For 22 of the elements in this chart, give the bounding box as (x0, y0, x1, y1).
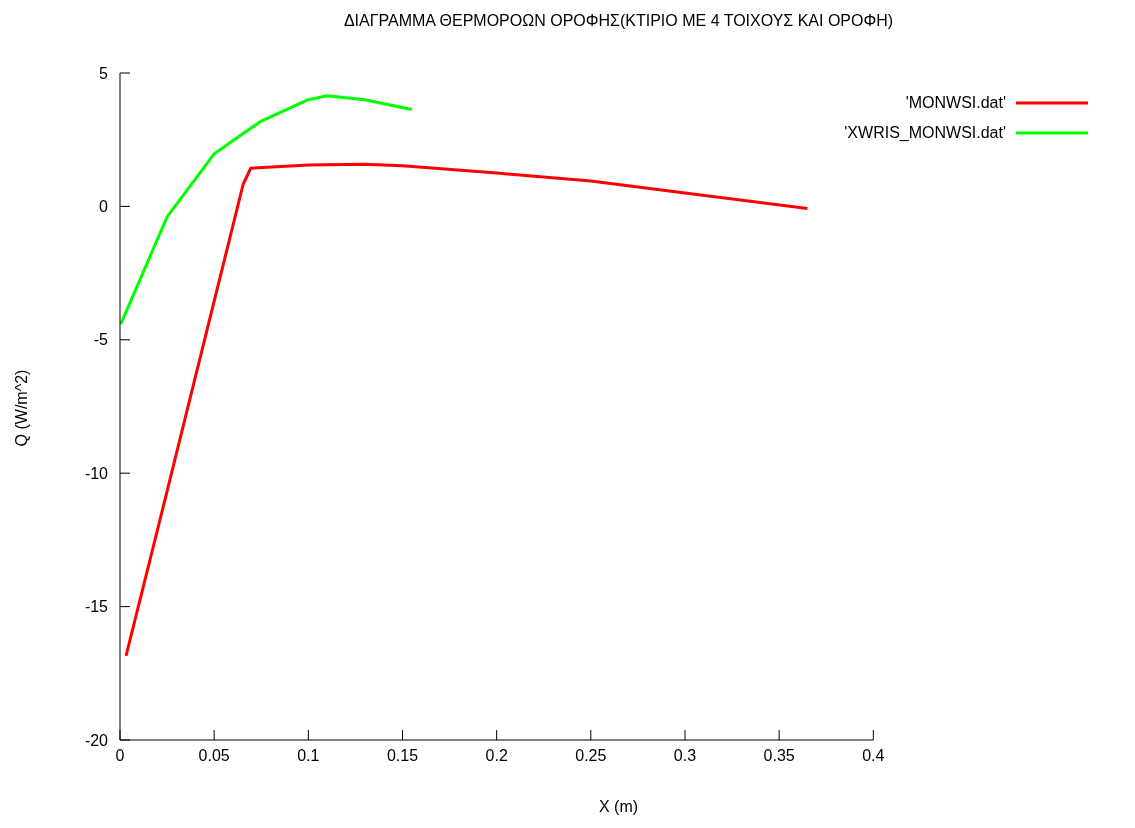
x-tick-label: 0.35 (763, 747, 795, 765)
y-tick-label: -15 (84, 598, 109, 616)
y-axis-title: Q (W/m^2) (13, 369, 31, 447)
line-series (120, 94, 414, 326)
x-tick-label: 0.05 (198, 747, 230, 765)
x-tick-label: 0 (115, 747, 125, 765)
x-axis-title: X (m) (597, 798, 640, 816)
legend-label: 'XWRIS_MONWSI.dat' (844, 124, 1006, 142)
x-tick-label: 0.25 (575, 747, 607, 765)
legend-label: 'MONWSI.dat' (905, 94, 1006, 112)
x-tick-label: 0.2 (485, 747, 508, 765)
x-tick-label: 0.1 (297, 747, 320, 765)
line-series (124, 162, 809, 658)
y-tick-label: -10 (84, 464, 109, 482)
y-tick-label: -20 (84, 731, 109, 749)
chart-title: ΔΙΑΓΡΑΜΜΑ ΘΕΡΜΟΡΟΩΝ ΟΡΟΦΗΣ(ΚΤΙΡΙΟ ΜΕ 4 ΤΟΙΧΟΥΣ ΚΑΙ ΟΡΟΦΗ) (342, 12, 895, 30)
y-tick-label: -5 (93, 331, 109, 349)
y-tick-label: 5 (99, 64, 109, 82)
x-tick-label: 0.3 (673, 747, 697, 765)
x-tick-label: 0.15 (386, 747, 419, 765)
x-tick-label: 0.4 (862, 747, 885, 765)
y-tick-label: 0 (99, 198, 109, 216)
